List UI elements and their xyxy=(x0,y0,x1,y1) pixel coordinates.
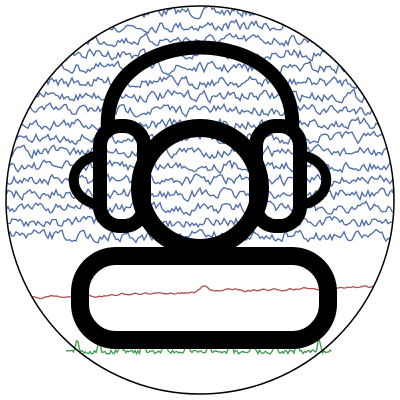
outline-circle xyxy=(5,5,395,395)
eeg-trace xyxy=(6,186,394,203)
background-disc xyxy=(6,6,394,394)
eeg-trace xyxy=(6,200,394,217)
eeg-trace xyxy=(6,87,394,104)
eeg-trace xyxy=(6,74,394,90)
eeg-trace xyxy=(6,228,394,244)
right-ear-arc xyxy=(295,150,332,210)
shoulders xyxy=(71,247,337,349)
eeg-trace xyxy=(6,143,394,160)
eeg-trace xyxy=(6,102,394,118)
headband xyxy=(100,40,300,137)
right-ear-cup xyxy=(249,119,307,233)
left-ear-arc xyxy=(68,150,105,210)
eeg-trace xyxy=(6,172,394,188)
eeg-trace xyxy=(6,159,394,174)
listener-figure xyxy=(68,40,337,349)
eeg-trace xyxy=(6,59,394,76)
pulse-trace xyxy=(65,334,332,356)
eeg-trace xyxy=(6,214,394,229)
left-ear-cup xyxy=(93,119,151,233)
eeg-trace xyxy=(6,130,394,146)
